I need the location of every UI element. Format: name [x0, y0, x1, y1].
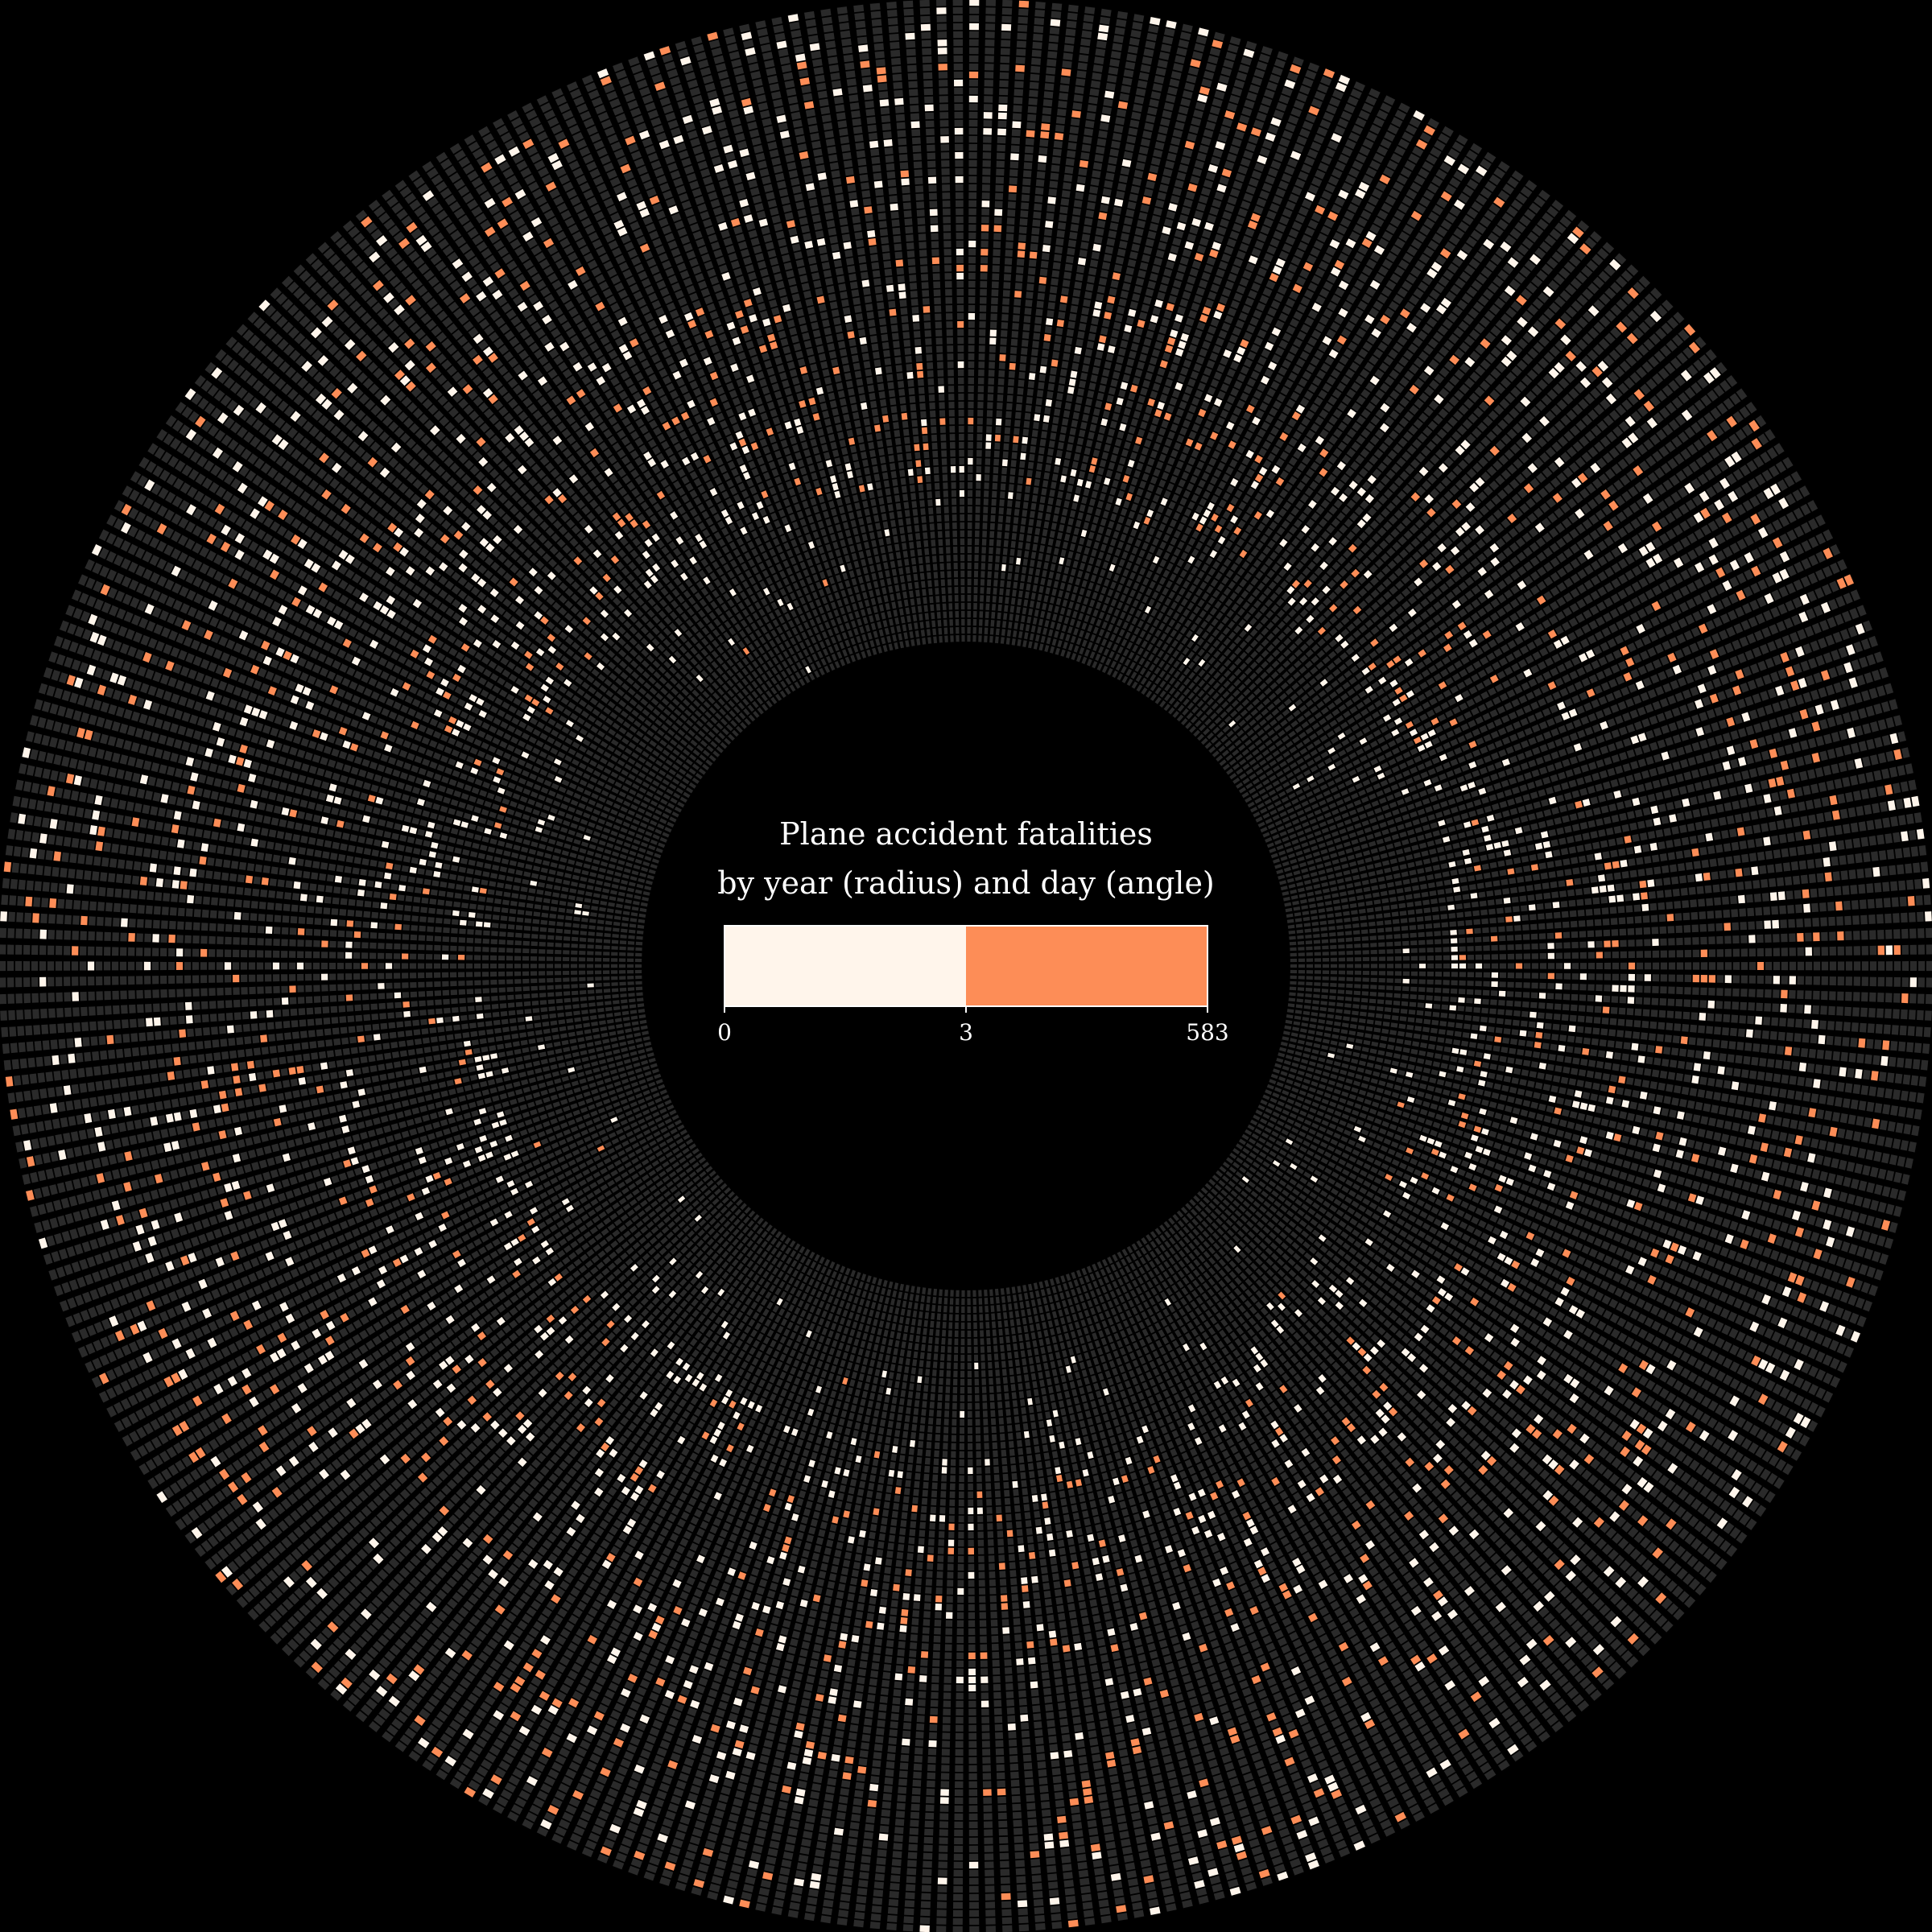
color-scale-swatch-high: [966, 926, 1208, 1006]
chart-title-line-1: Plane accident fatalities: [779, 816, 1153, 852]
chart-title-line-2: by year (radius) and day (angle): [717, 865, 1215, 901]
color-scale-label-583: 583: [1186, 1019, 1228, 1046]
center-legend: Plane accident fatalities by year (radiu…: [717, 816, 1229, 1046]
color-scale-label-3: 3: [959, 1019, 973, 1046]
color-scale-swatch-low: [724, 926, 966, 1006]
color-scale-label-0: 0: [717, 1019, 732, 1046]
